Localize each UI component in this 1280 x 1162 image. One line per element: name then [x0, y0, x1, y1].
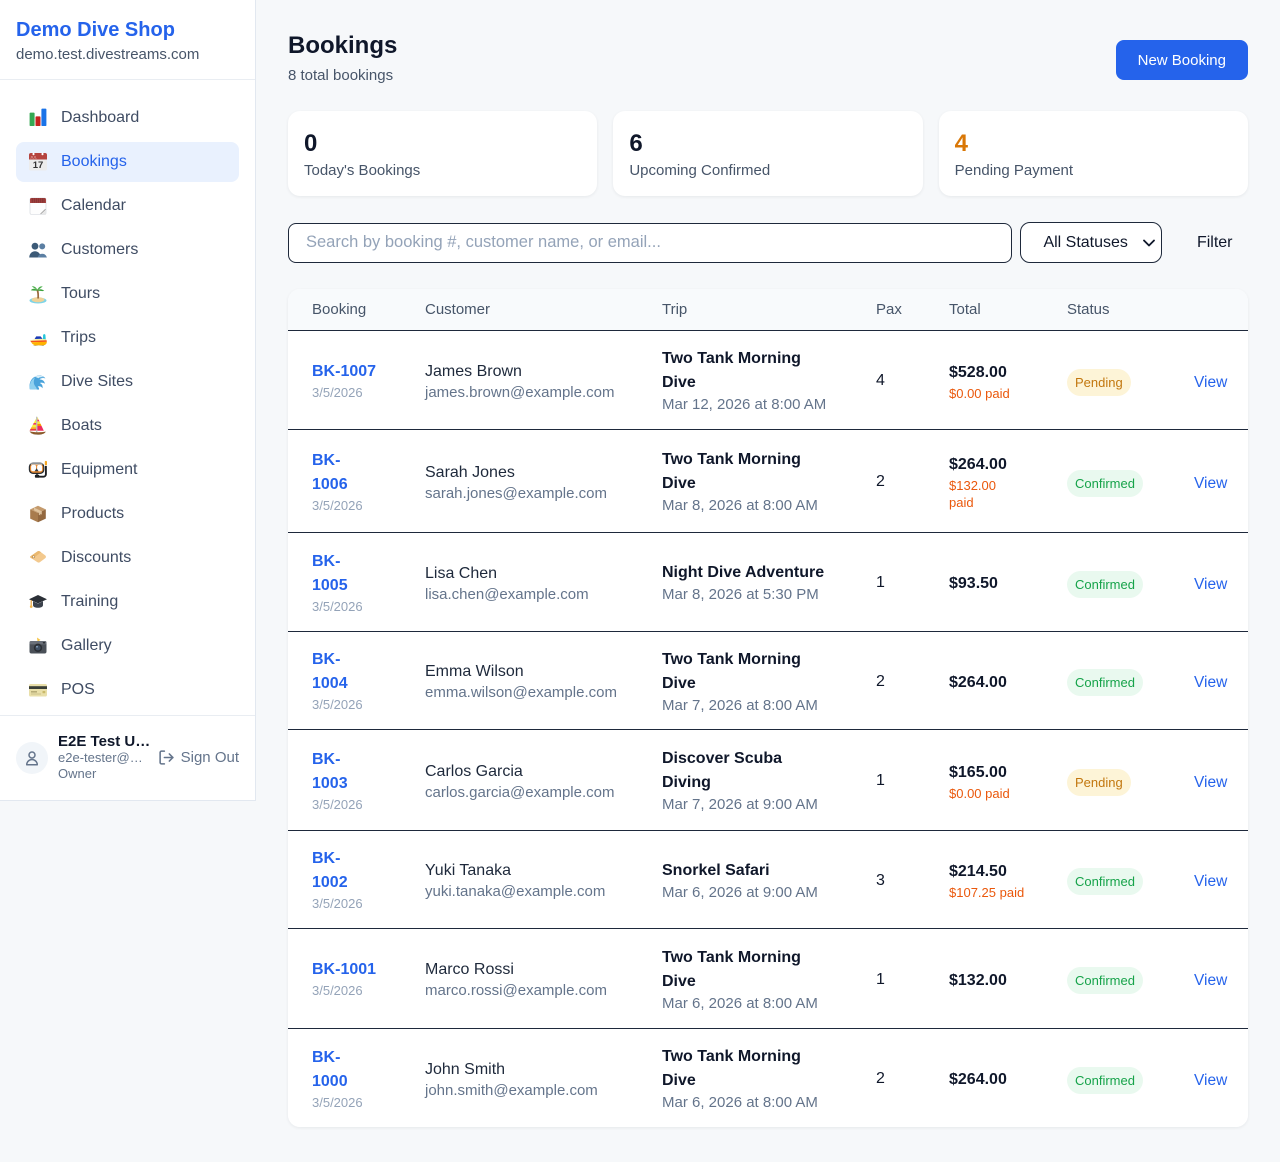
svg-text:JUL: JUL — [30, 155, 38, 160]
svg-text:17: 17 — [33, 160, 44, 171]
